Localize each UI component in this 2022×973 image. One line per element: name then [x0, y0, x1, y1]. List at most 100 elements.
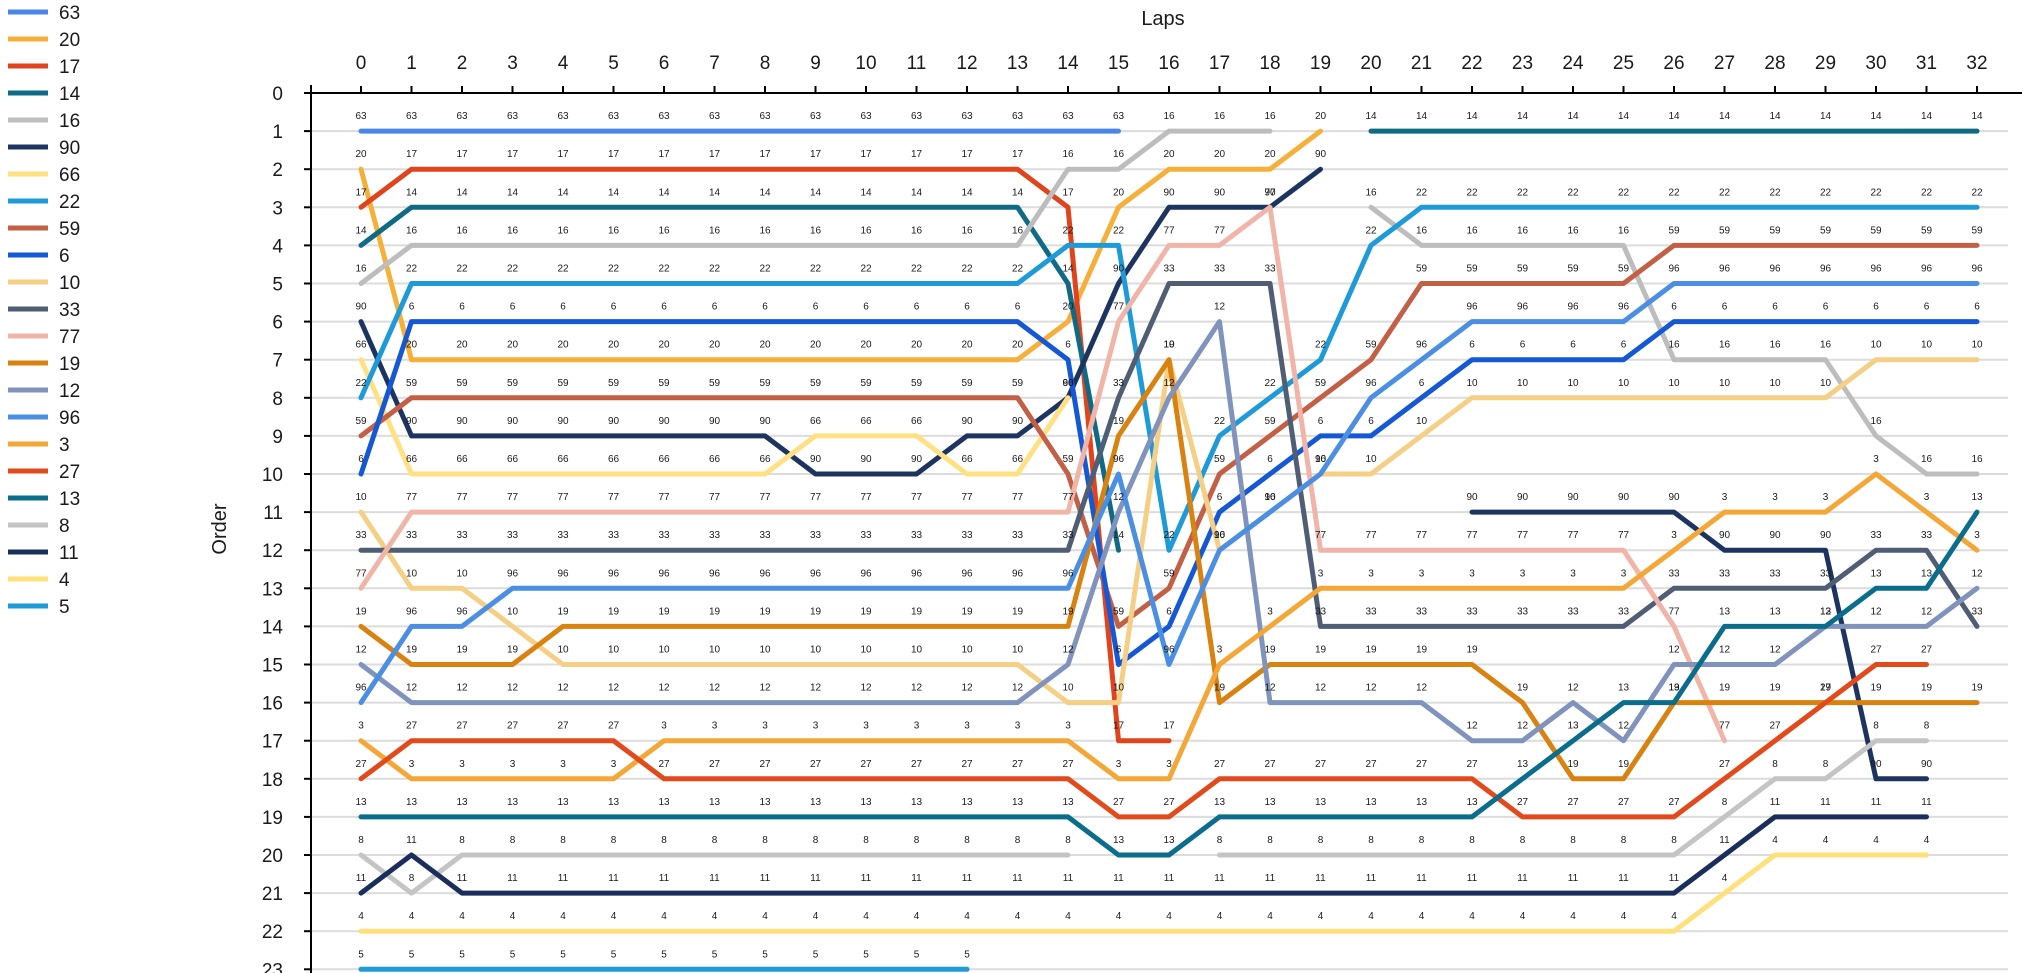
y-tick-label: 13 [262, 579, 283, 600]
position-label: 16 [860, 225, 872, 236]
position-label: 10 [507, 606, 519, 617]
position-label: 13 [1618, 683, 1630, 694]
position-label: 14 [860, 187, 872, 198]
position-label: 19 [1820, 683, 1832, 694]
x-tick-label: 19 [1310, 53, 1331, 74]
position-label: 5 [914, 949, 920, 960]
position-label: 77 [658, 492, 670, 503]
position-label: 13 [1870, 568, 1882, 579]
position-label: 8 [1267, 835, 1273, 846]
position-label: 22 [759, 264, 771, 275]
position-label: 10 [1618, 378, 1630, 389]
position-label: 59 [1567, 264, 1579, 275]
legend-label: 59 [59, 219, 80, 240]
position-label: 59 [1769, 225, 1781, 236]
position-label: 3 [661, 721, 667, 732]
position-label: 13 [557, 797, 569, 808]
position-label: 12 [709, 683, 721, 694]
legend-label: 5 [59, 597, 70, 618]
y-tick-label: 0 [272, 84, 283, 105]
position-label: 77 [860, 492, 872, 503]
position-label: 11 [608, 873, 619, 884]
position-label: 4 [1166, 911, 1172, 922]
position-label: 4 [813, 911, 819, 922]
position-label: 90 [1214, 187, 1226, 198]
position-label: 13 [1567, 721, 1579, 732]
position-label: 27 [1113, 797, 1125, 808]
position-label: 59 [1668, 225, 1680, 236]
position-label: 20 [406, 340, 418, 351]
position-label: 77 [1416, 530, 1428, 541]
position-label: 22 [1668, 187, 1680, 198]
position-label: 13 [1012, 797, 1024, 808]
position-label: 4 [1419, 911, 1425, 922]
position-label: 6 [1015, 302, 1021, 313]
x-tick-label: 22 [1461, 53, 1482, 74]
position-label: 59 [1365, 340, 1377, 351]
series-line-96 [358, 281, 1980, 706]
position-label: 22 [1062, 225, 1074, 236]
position-label: 22 [1820, 187, 1832, 198]
position-label: 90 [1820, 530, 1832, 541]
position-label: 10 [1214, 530, 1226, 541]
y-tick-label: 23 [262, 960, 283, 973]
position-label: 11 [1164, 873, 1175, 884]
position-label: 4 [358, 911, 364, 922]
position-label: 90 [406, 416, 418, 427]
position-label: 10 [1113, 683, 1125, 694]
position-label: 16 [1264, 111, 1276, 122]
position-label: 11 [861, 873, 872, 884]
position-label: 6 [1772, 302, 1778, 313]
position-label: 12 [1668, 645, 1680, 656]
position-label: 17 [911, 149, 923, 160]
position-label: 16 [507, 225, 519, 236]
position-label: 33 [1062, 530, 1074, 541]
position-label: 8 [914, 835, 920, 846]
position-label: 11 [1517, 873, 1528, 884]
position-label: 90 [557, 416, 569, 427]
x-tick-label: 1 [406, 53, 417, 74]
position-label: 6 [1368, 416, 1374, 427]
position-label: 22 [1264, 378, 1276, 389]
position-label: 96 [1971, 264, 1983, 275]
position-label: 17 [709, 149, 721, 160]
series-line-8 [358, 852, 1071, 896]
position-label: 11 [1366, 873, 1377, 884]
position-label: 6 [611, 302, 617, 313]
position-label: 63 [709, 111, 721, 122]
position-label: 13 [810, 797, 822, 808]
position-label: 59 [1820, 225, 1832, 236]
position-label: 14 [1416, 111, 1428, 122]
position-label: 8 [1469, 835, 1475, 846]
position-label: 96 [456, 606, 468, 617]
position-label: 8 [459, 835, 465, 846]
position-label: 13 [1769, 606, 1781, 617]
position-label: 4 [1368, 911, 1374, 922]
series-line-16 [1368, 204, 1980, 477]
x-tick-label: 11 [907, 53, 927, 74]
position-label: 22 [810, 264, 822, 275]
position-label: 10 [1870, 340, 1882, 351]
y-tick-label: 21 [262, 884, 283, 905]
x-tick-label: 21 [1411, 53, 1432, 74]
legend-label: 77 [59, 327, 80, 348]
position-label: 33 [557, 530, 569, 541]
position-label: 77 [1113, 302, 1125, 313]
series-line-8 [1217, 738, 1929, 858]
position-label: 3 [1520, 568, 1526, 579]
position-label: 19 [1567, 759, 1579, 770]
position-label: 4 [459, 911, 465, 922]
position-label: 12 [507, 683, 519, 694]
position-label: 90 [1517, 492, 1529, 503]
position-label: 16 [1618, 225, 1630, 236]
position-label: 20 [1012, 340, 1024, 351]
position-label: 63 [810, 111, 822, 122]
position-label: 10 [355, 492, 367, 503]
position-label: 17 [759, 149, 771, 160]
position-label: 10 [1264, 492, 1276, 503]
position-label: 5 [358, 949, 364, 960]
position-label: 5 [560, 949, 566, 960]
position-label: 10 [608, 645, 620, 656]
legend-label: 20 [59, 30, 80, 51]
y-tick-label: 6 [272, 313, 283, 334]
